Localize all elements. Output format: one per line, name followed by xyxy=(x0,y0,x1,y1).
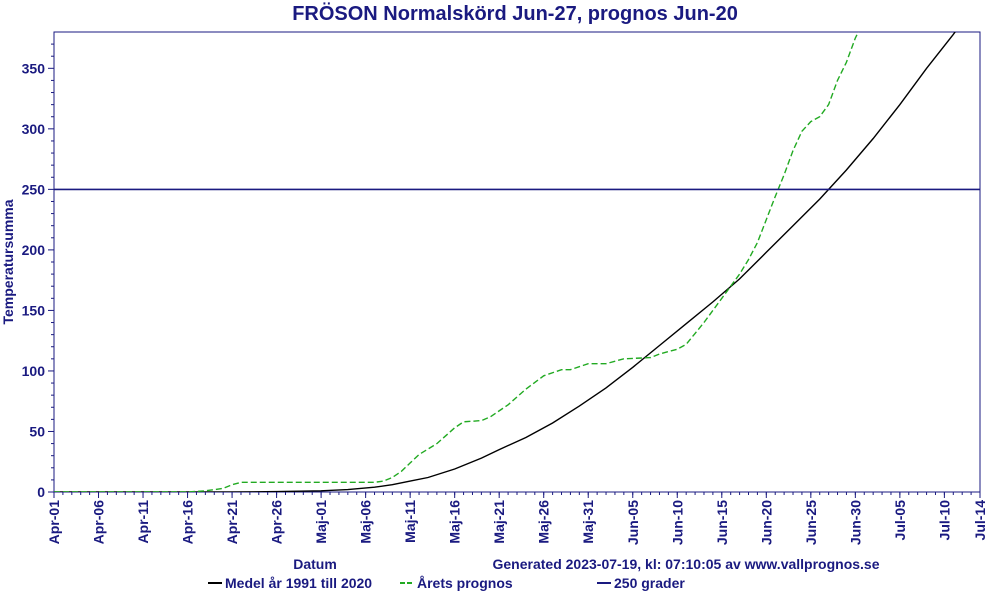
legend-label: Årets prognos xyxy=(417,575,513,591)
legend-label: 250 grader xyxy=(614,575,685,591)
y-axis-label: Temperatursumma xyxy=(0,199,16,324)
y-tick-label: 150 xyxy=(22,302,46,318)
x-tick-label: Jun-25 xyxy=(803,500,819,545)
x-tick-label: Apr-06 xyxy=(91,500,107,545)
x-tick-label: Maj-31 xyxy=(580,500,596,544)
legend-label: Medel år 1991 till 2020 xyxy=(225,575,372,591)
x-tick-label: Apr-01 xyxy=(46,500,62,545)
x-tick-label: Maj-26 xyxy=(536,500,552,544)
forecast-line xyxy=(54,32,860,492)
chart-title: FRÖSON Normalskörd Jun-27, prognos Jun-2… xyxy=(292,2,738,25)
y-tick-label: 50 xyxy=(29,423,45,439)
generated-text: Generated 2023-07-19, kl: 07:10:05 av ww… xyxy=(493,556,880,572)
x-axis-label: Datum xyxy=(293,556,337,572)
x-tick-label: Jun-15 xyxy=(714,500,730,545)
y-axis: 0 50 100 150 200 250 300 350 xyxy=(22,43,54,500)
x-tick-label: Jun-05 xyxy=(625,500,641,545)
legend-forecast: Årets prognos xyxy=(400,575,513,591)
x-tick-label: Jul-10 xyxy=(936,500,952,541)
x-tick-label: Jun-10 xyxy=(669,500,685,545)
series-layer xyxy=(54,32,980,492)
x-tick-label: Apr-26 xyxy=(269,500,285,545)
plot-area xyxy=(53,31,981,493)
x-tick-label: Maj-21 xyxy=(491,500,507,544)
x-tick-label: Jul-14 xyxy=(972,500,988,541)
x-tick-label: Maj-16 xyxy=(447,500,463,544)
mean-1991-2020-line xyxy=(54,32,956,492)
x-tick-label: Apr-11 xyxy=(135,500,151,544)
x-tick-label: Jun-20 xyxy=(758,500,774,545)
x-tick-label: Maj-01 xyxy=(313,500,329,544)
y-tick-label: 100 xyxy=(22,363,46,379)
x-tick-label: Maj-11 xyxy=(402,500,418,543)
x-tick-label: Maj-06 xyxy=(358,500,374,544)
x-tick-label: Jul-05 xyxy=(892,500,908,541)
legend-mean: Medel år 1991 till 2020 xyxy=(208,575,372,591)
legend: Medel år 1991 till 2020 Årets prognos 250 … xyxy=(208,575,685,591)
x-tick-label: Apr-16 xyxy=(180,500,196,545)
y-tick-label: 300 xyxy=(22,121,46,137)
plot-frame xyxy=(53,31,981,493)
x-axis: Apr-01 Apr-06 Apr-11 Apr-16 Apr-21 Apr-26 Maj-… xyxy=(46,492,988,545)
y-tick-label: 200 xyxy=(22,242,46,258)
legend-threshold: 250 grader xyxy=(597,575,685,591)
y-tick-label: 250 xyxy=(22,181,46,197)
x-tick-label: Apr-21 xyxy=(224,500,240,545)
y-tick-label: 350 xyxy=(22,60,46,76)
y-tick-label: 0 xyxy=(37,484,45,500)
x-tick-label: Jun-30 xyxy=(847,500,863,545)
